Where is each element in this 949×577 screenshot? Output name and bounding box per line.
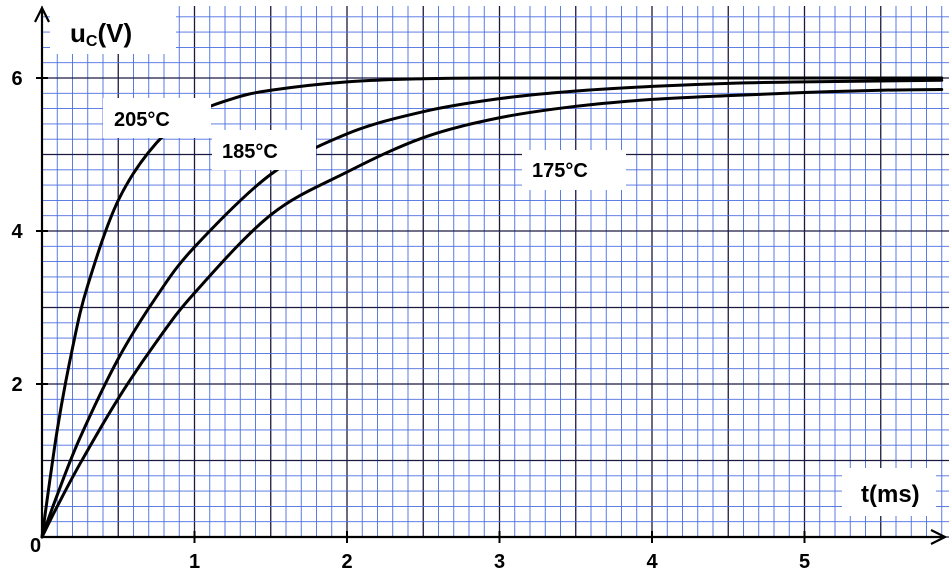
axes — [34, 5, 948, 545]
x-tick-label: 1 — [189, 551, 200, 573]
x-axis-arrow — [930, 529, 948, 545]
x-tick-label: 4 — [646, 551, 658, 573]
x-axis-label-text: t(ms) — [861, 481, 920, 508]
series-label-205: 205°C — [103, 98, 211, 138]
x-tick-label: 5 — [799, 551, 810, 573]
series-label-185: 185°C — [212, 130, 316, 170]
y-axis-label: uC(V) — [50, 6, 176, 54]
y-axis-label-main: u — [70, 18, 86, 48]
tick-labels: 1 2 3 4 5 2 4 6 — [11, 68, 810, 573]
series-label-205-text: 205°C — [114, 109, 170, 131]
y-tick-label: 4 — [11, 221, 23, 243]
series-label-175-box — [522, 150, 626, 190]
origin-label: 0 — [30, 535, 41, 557]
y-axis-arrow — [34, 5, 50, 23]
series-label-205-box — [103, 98, 211, 138]
series-label-185-text: 185°C — [222, 141, 278, 163]
series-label-185-box — [212, 130, 316, 170]
y-tick-label: 6 — [11, 68, 22, 90]
y-tick-label: 2 — [11, 374, 22, 396]
series-line-0 — [40, 76, 944, 539]
x-axis-label: t(ms) — [842, 468, 936, 516]
series-line-1 — [40, 78, 944, 539]
x-tick-label: 2 — [341, 551, 352, 573]
y-axis-label-unit: (V) — [97, 18, 132, 48]
x-axis-label-box — [842, 468, 936, 516]
series-line-2 — [40, 87, 944, 539]
series-label-175-text: 175°C — [532, 160, 588, 182]
svg-text:uC(V): uC(V) — [70, 18, 132, 50]
series-label-175: 175°C — [522, 150, 626, 190]
curves — [40, 76, 944, 539]
y-axis-label-sub: C — [86, 33, 98, 50]
y-axis-label-box — [50, 6, 176, 54]
x-tick-label: 3 — [494, 551, 505, 573]
